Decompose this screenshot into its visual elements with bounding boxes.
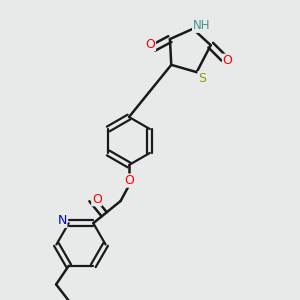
Text: O: O: [146, 38, 155, 51]
Text: O: O: [92, 193, 102, 206]
Text: O: O: [124, 174, 134, 187]
Text: NH: NH: [193, 19, 210, 32]
Text: S: S: [198, 72, 206, 85]
Text: N: N: [57, 214, 67, 227]
Text: O: O: [223, 54, 232, 67]
